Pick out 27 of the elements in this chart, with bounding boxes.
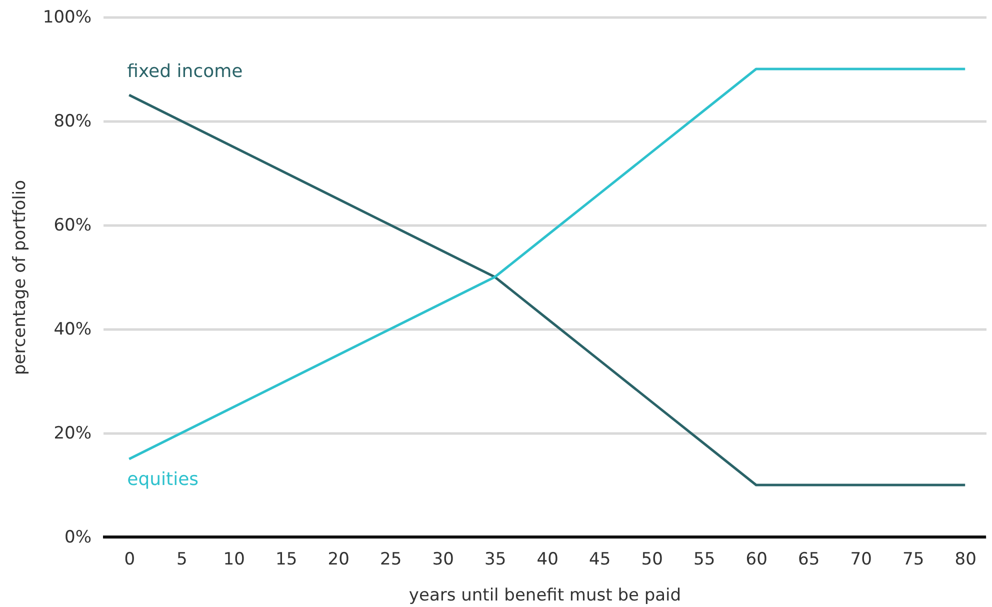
x-tick-label: 50 <box>641 550 663 570</box>
y-tick-label: 60% <box>54 216 92 236</box>
series-label: equities <box>127 469 199 490</box>
x-tick-label: 65 <box>798 550 820 570</box>
x-tick-label: 35 <box>484 550 506 570</box>
x-tick-label: 5 <box>176 550 188 570</box>
y-axis-title: percentage of portfolio <box>10 180 30 376</box>
x-tick-label: 55 <box>694 550 716 570</box>
x-tick-label: 20 <box>328 550 350 570</box>
x-tick-label: 25 <box>380 550 402 570</box>
x-tick-label: 0 <box>124 550 136 570</box>
x-axis-title: years until benefit must be paid <box>408 586 682 606</box>
y-tick-label: 20% <box>54 424 92 444</box>
x-tick-label: 70 <box>850 550 872 570</box>
y-tick-label: 0% <box>64 528 92 548</box>
series-label: fixed income <box>127 61 243 82</box>
y-tick-label: 40% <box>54 320 92 340</box>
x-tick-label: 15 <box>276 550 298 570</box>
x-tick-label: 60 <box>746 550 768 570</box>
y-tick-label: 80% <box>54 112 92 132</box>
x-tick-label: 75 <box>902 550 924 570</box>
y-tick-label: 100% <box>42 8 92 28</box>
x-tick-label: 45 <box>589 550 611 570</box>
x-tick-label: 40 <box>536 550 558 570</box>
x-tick-label: 10 <box>223 550 245 570</box>
x-tick-label: 80 <box>954 550 976 570</box>
x-tick-label: 30 <box>432 550 454 570</box>
